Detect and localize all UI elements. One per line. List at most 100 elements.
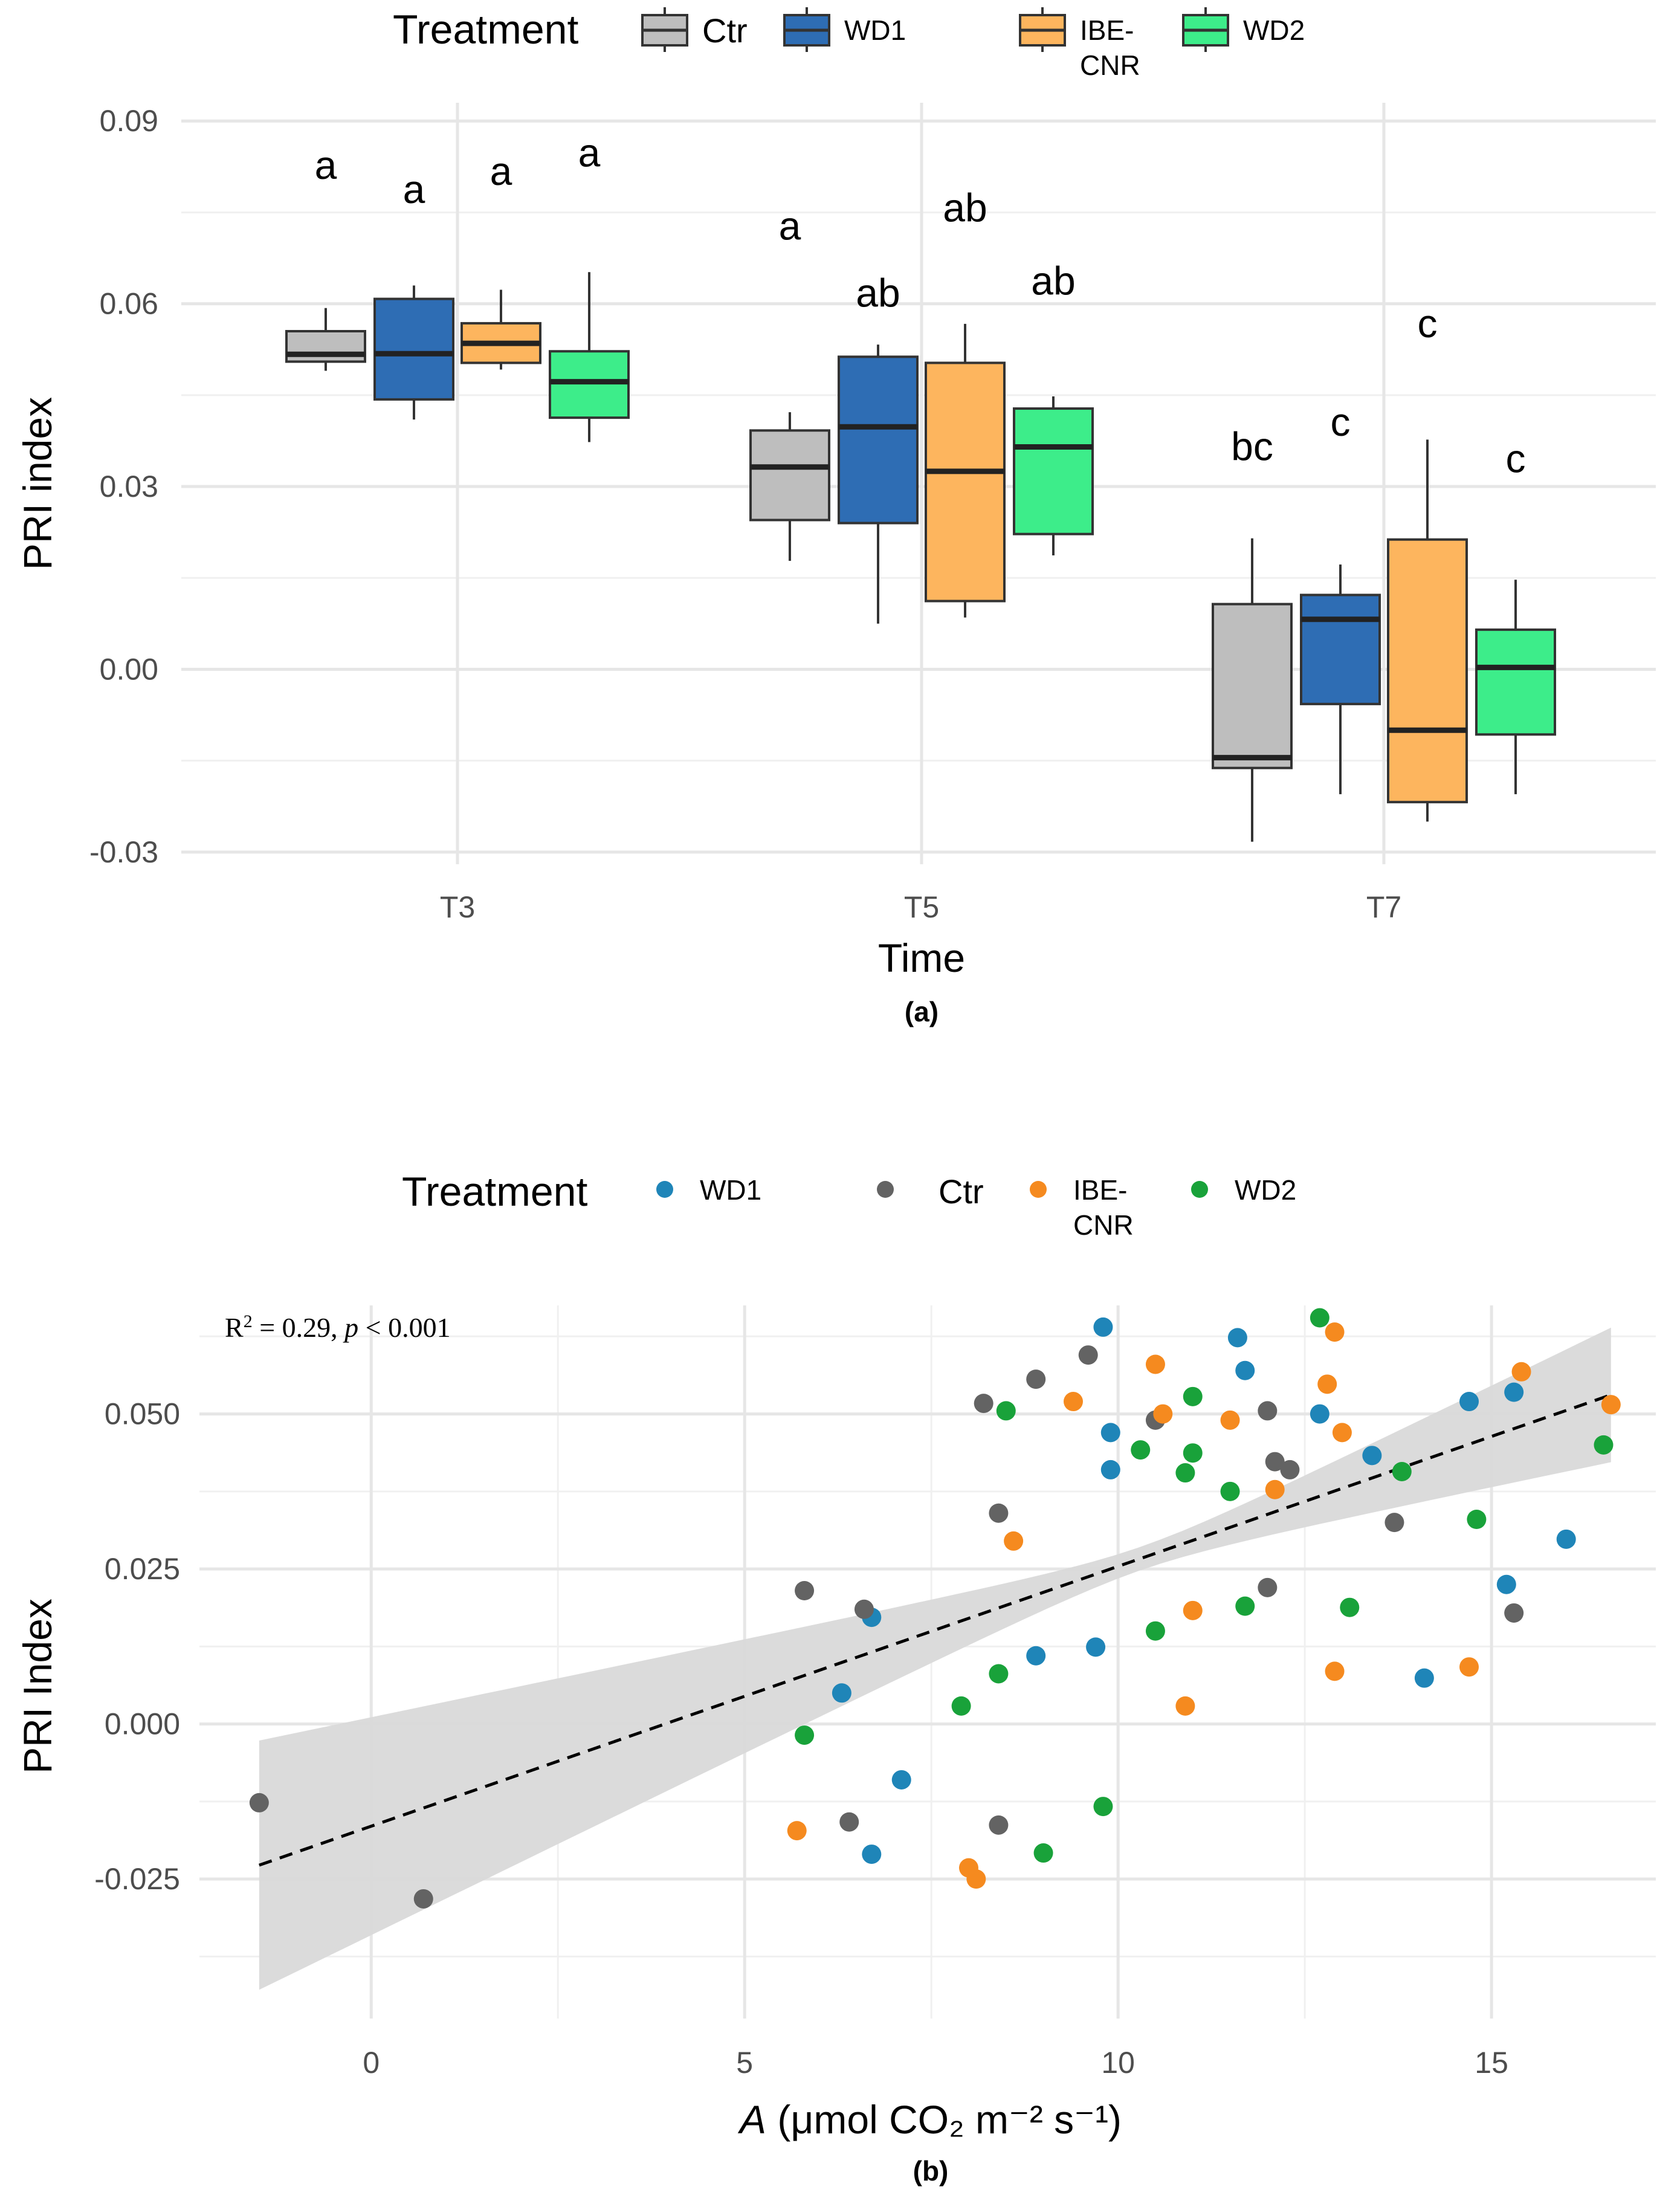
point-wd2 (1235, 1596, 1255, 1616)
point-wd2 (1340, 1597, 1360, 1617)
point-wd1 (1556, 1529, 1576, 1549)
point-ibe-cnr (1004, 1531, 1024, 1551)
box-wd1-t7 (1300, 593, 1381, 705)
point-wd1 (1086, 1637, 1106, 1657)
point-ctr (1504, 1603, 1524, 1623)
point-ibe-cnr (1175, 1696, 1195, 1716)
point-ibe-cnr (1183, 1600, 1203, 1620)
point-wd1 (1093, 1317, 1113, 1337)
significance-letter: c (1506, 436, 1526, 481)
point-wd1 (862, 1844, 882, 1864)
y-tick-label: 0.03 (100, 470, 158, 503)
confidence-band (259, 1327, 1611, 1990)
legend-a: Treatment Ctr WD1 IBE-CNR WD2 (393, 7, 1305, 81)
point-wd2 (1131, 1440, 1151, 1460)
significance-letter: ab (943, 185, 987, 230)
point-ctr (989, 1815, 1009, 1835)
point-wd1 (1310, 1404, 1329, 1424)
point-ibe-cnr (1145, 1354, 1165, 1374)
significance-letter: a (490, 149, 512, 193)
point-ibe-cnr (787, 1821, 807, 1841)
point-ctr (249, 1793, 269, 1812)
point-ibe-cnr (1325, 1661, 1345, 1681)
point-wd1 (1496, 1574, 1516, 1594)
point-wd2 (1310, 1308, 1329, 1328)
y-tick-label: 0.000 (105, 1707, 180, 1741)
point-ctr (413, 1889, 433, 1909)
point-ctr (1258, 1577, 1278, 1597)
legend-key-wd2 (1191, 1181, 1208, 1198)
point-wd2 (1183, 1443, 1203, 1463)
point-ctr (839, 1812, 859, 1832)
subplot-label-a: (a) (905, 996, 939, 1027)
legend-label-ctr: Ctr (939, 1172, 984, 1211)
point-ibe-cnr (1153, 1404, 1173, 1424)
box-ctr-t7 (1212, 603, 1293, 769)
legend-key-ctr (877, 1181, 894, 1198)
point-ibe-cnr (1601, 1395, 1621, 1415)
legend-label-wd2: WD2 (1243, 15, 1305, 46)
x-tick-label-t7: T7 (1366, 890, 1401, 924)
subplot-label-b: (b) (913, 2155, 949, 2187)
y-tick-label: -0.025 (94, 1862, 180, 1896)
point-ibe-cnr (1220, 1410, 1240, 1430)
box-ibe-cnr-t7 (1387, 538, 1468, 804)
x-tick-label: 5 (736, 2046, 753, 2080)
point-ctr (1258, 1401, 1278, 1421)
y-tick-label: 0.09 (100, 104, 158, 138)
legend-title: Treatment (402, 1169, 587, 1215)
legend-key-wd1 (656, 1181, 673, 1198)
r-squared-annotation: R2 = 0.29, p < 0.001 (225, 1311, 451, 1343)
point-ctr (1078, 1345, 1098, 1365)
box-wd2-t3 (549, 350, 630, 419)
x-tick-label: 0 (363, 2046, 380, 2080)
significance-letter: a (578, 131, 601, 175)
point-wd2 (1183, 1386, 1203, 1406)
box-ibe-cnr-t5 (925, 361, 1006, 603)
point-wd1 (1362, 1446, 1382, 1466)
point-wd2 (795, 1725, 815, 1745)
legend-label-wd1: WD1 (700, 1174, 761, 1206)
point-wd2 (1392, 1461, 1412, 1481)
point-ctr (1026, 1369, 1046, 1389)
point-wd2 (951, 1696, 971, 1716)
significance-letter: ab (856, 271, 900, 315)
point-ctr (974, 1394, 993, 1414)
x-axis-title: Time (878, 936, 965, 980)
y-axis-title: PRI index (15, 397, 60, 570)
point-wd1 (891, 1770, 911, 1789)
box-wd2-t7 (1475, 628, 1556, 736)
box-ctr-t3 (285, 330, 366, 363)
point-ctr (795, 1581, 815, 1600)
legend-label-wd1: WD1 (844, 15, 906, 46)
legend-title: Treatment (393, 7, 578, 53)
point-ibe-cnr (1332, 1423, 1352, 1443)
legend-key-ibe-cnr (1030, 1181, 1047, 1198)
point-ibe-cnr (1064, 1392, 1083, 1412)
point-wd1 (1026, 1646, 1046, 1666)
point-ibe-cnr (966, 1869, 986, 1889)
y-tick-label: 0.00 (100, 652, 158, 686)
box-wd1-t3 (373, 297, 454, 401)
point-ctr (989, 1503, 1009, 1523)
y-tick-label: 0.050 (105, 1397, 180, 1431)
box-ctr-t5 (749, 429, 830, 522)
point-ibe-cnr (1325, 1322, 1345, 1342)
point-wd1 (1235, 1360, 1255, 1380)
significance-letter: ab (1031, 258, 1075, 303)
point-ctr (854, 1599, 874, 1619)
point-wd2 (1145, 1621, 1165, 1641)
point-wd2 (1033, 1843, 1053, 1863)
x-tick-label: 15 (1475, 2046, 1508, 2080)
point-wd2 (989, 1664, 1009, 1684)
point-wd1 (1459, 1392, 1479, 1412)
point-wd2 (1220, 1481, 1240, 1501)
point-wd1 (1504, 1382, 1524, 1402)
significance-letter: a (403, 167, 425, 212)
point-ibe-cnr (1317, 1374, 1337, 1394)
point-wd1 (1414, 1668, 1434, 1688)
point-wd1 (1227, 1328, 1247, 1348)
point-ibe-cnr (1265, 1479, 1285, 1499)
scatter-panel-b: 0 5 10 15 -0.025 0.000 0.025 0.050 R2 = 0.29, p … (15, 1169, 1656, 2187)
